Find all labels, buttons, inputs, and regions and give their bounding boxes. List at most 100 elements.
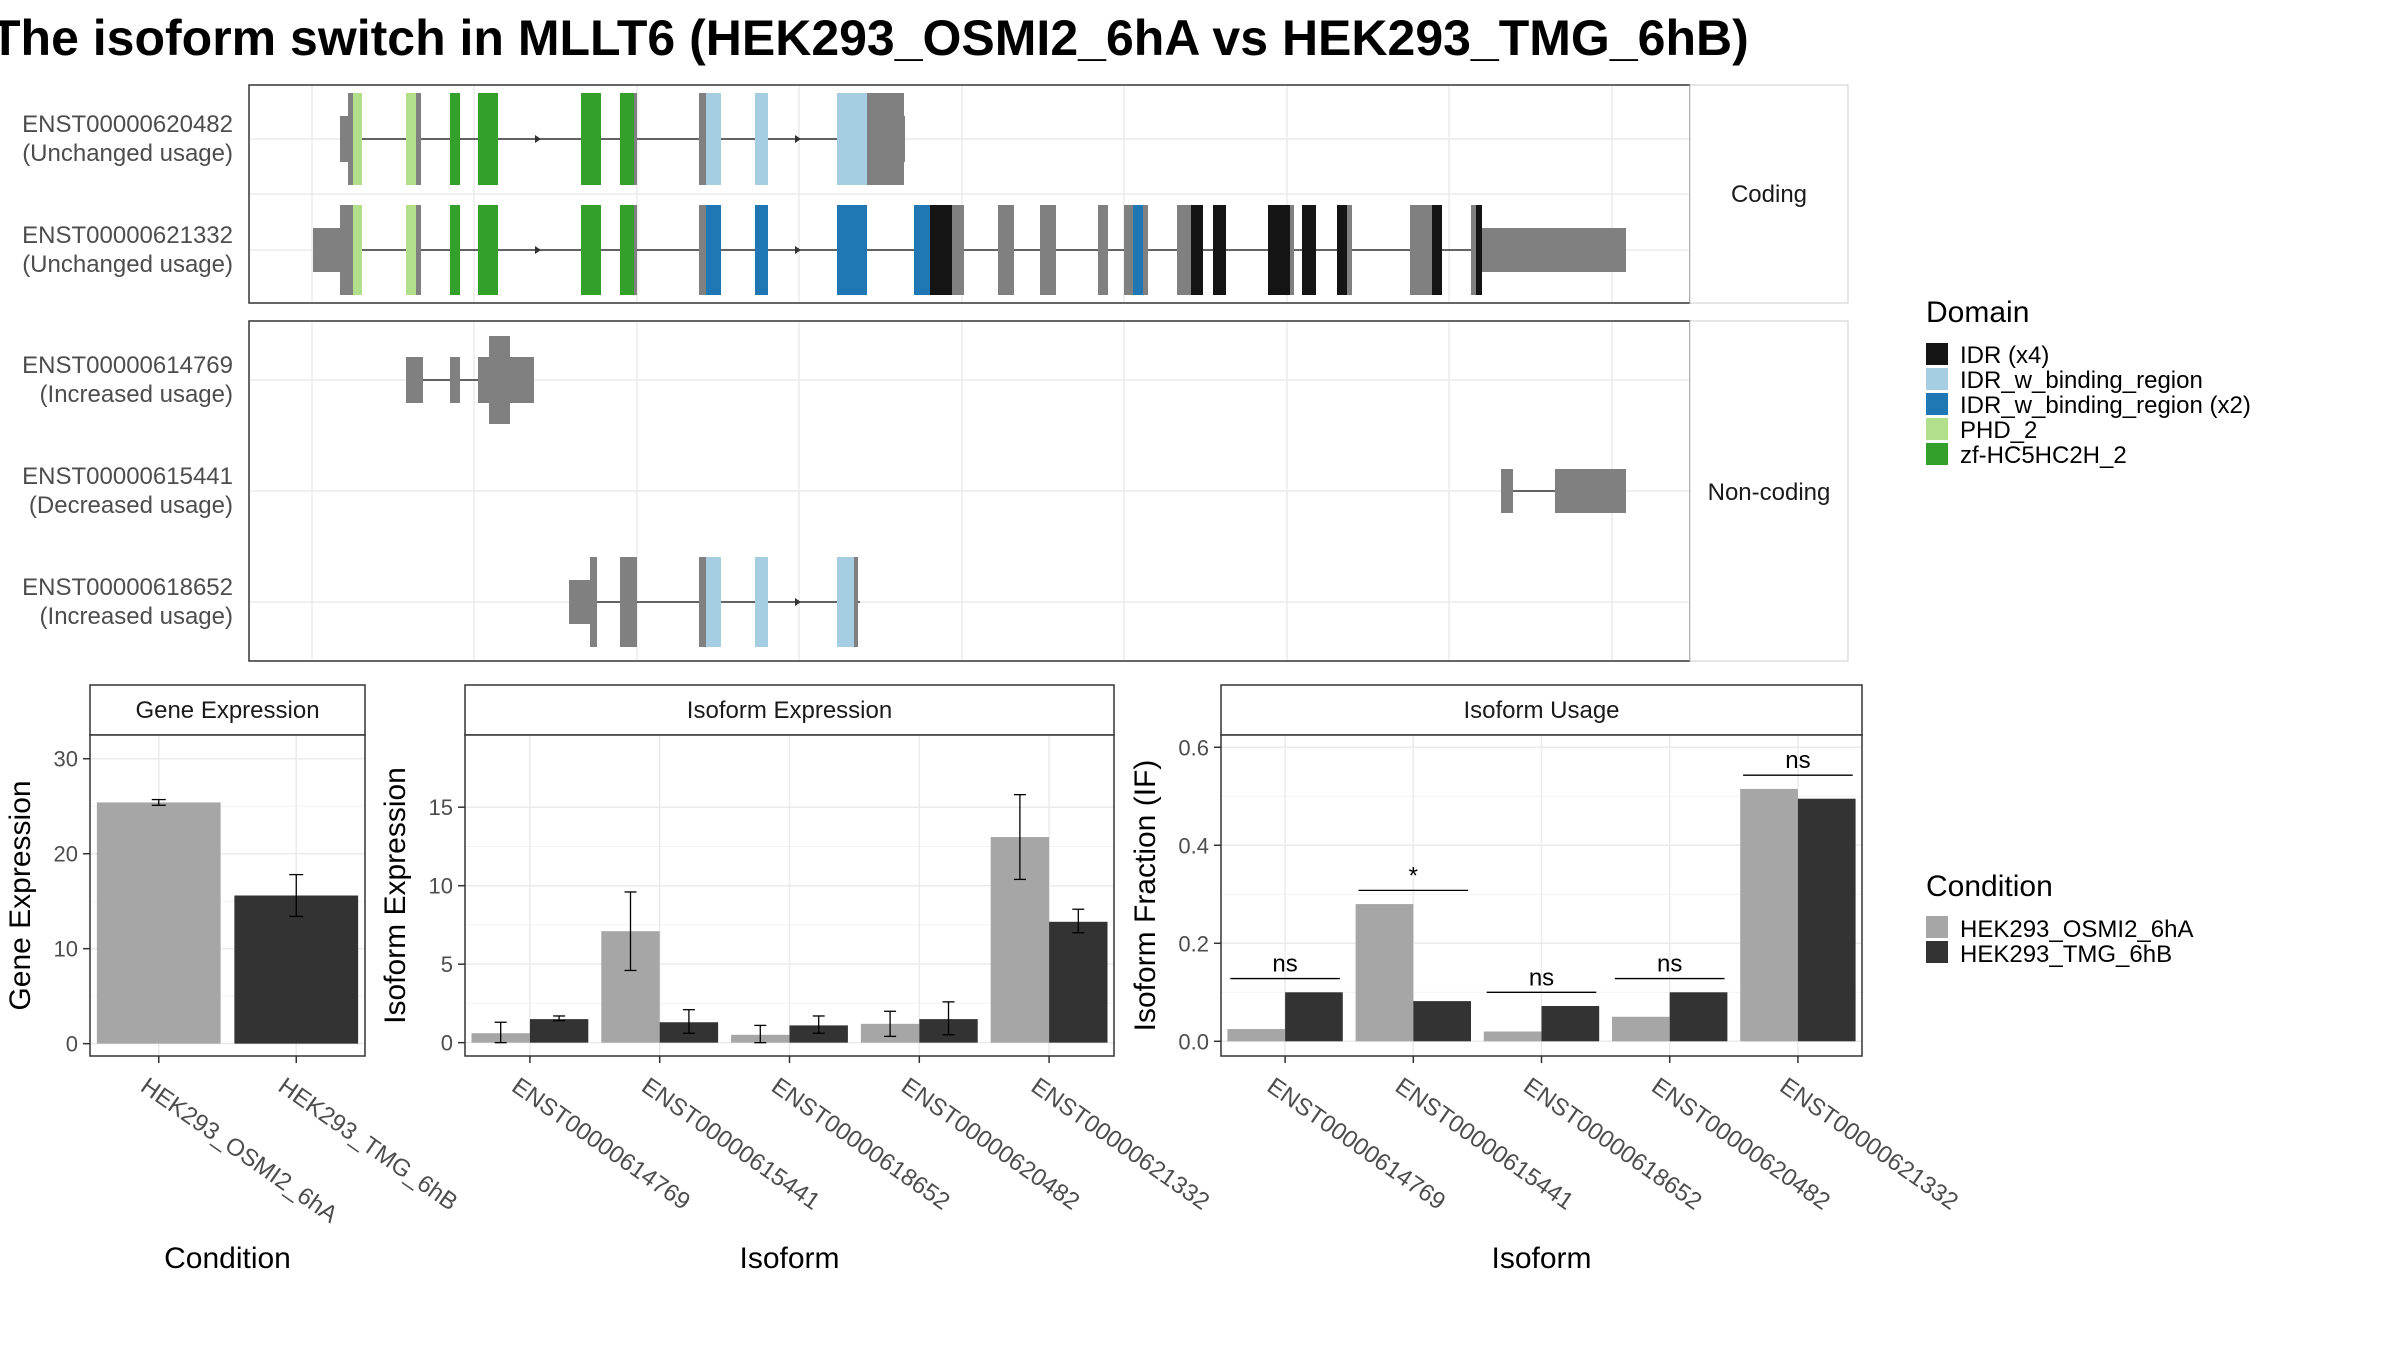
exon-domain-idr bbox=[930, 205, 952, 295]
bar bbox=[1227, 1029, 1286, 1042]
coding-strip-label: Coding bbox=[1731, 181, 1807, 208]
y-tick-label: 0.2 bbox=[1178, 931, 1209, 956]
exon-domain-idr-binding-x2 bbox=[914, 205, 930, 295]
exon-domain-idr-binding bbox=[706, 557, 721, 647]
bar bbox=[1049, 921, 1108, 1043]
bar bbox=[234, 895, 359, 1044]
exon bbox=[340, 205, 348, 295]
transcript-id-label: ENST00000620482 bbox=[22, 111, 233, 138]
exon bbox=[1124, 205, 1133, 295]
isoform-expression-chart: Isoform Expression051015ENST00000614769E… bbox=[379, 684, 1214, 1275]
y-tick-label: 0.4 bbox=[1178, 833, 1209, 858]
exon bbox=[699, 557, 706, 647]
isoform-usage-chart: Isoform Usage0.00.20.40.6ns*nsnsnsENST00… bbox=[1129, 684, 1963, 1275]
exon-utr bbox=[1482, 228, 1626, 272]
panel-strip bbox=[464, 684, 1115, 736]
transcript-track-ENST00000620482 bbox=[340, 93, 905, 185]
exon bbox=[854, 557, 858, 647]
transcript-usage-label: (Increased usage) bbox=[40, 381, 233, 408]
legend-label: HEK293_TMG_6hB bbox=[1960, 941, 2172, 968]
panel-strip-title: Isoform Expression bbox=[687, 697, 892, 724]
y-tick-label: 10 bbox=[54, 937, 78, 962]
exon-domain-idr bbox=[1213, 205, 1226, 295]
panel-strip-title: Isoform Usage bbox=[1463, 697, 1619, 724]
exon-domain-idr-binding bbox=[755, 557, 768, 647]
noncoding-strip-label: Non-coding bbox=[1708, 479, 1831, 506]
exon bbox=[1347, 205, 1352, 295]
exon bbox=[340, 116, 348, 162]
strand-arrow bbox=[795, 135, 801, 143]
bar bbox=[1797, 798, 1856, 1042]
exon-domain-idr bbox=[1302, 205, 1316, 295]
exon bbox=[1098, 205, 1108, 295]
y-tick-label: 20 bbox=[54, 842, 78, 867]
significance-label: * bbox=[1409, 862, 1418, 889]
exon-domain-idr bbox=[1432, 205, 1442, 295]
exon-domain-zf bbox=[581, 205, 601, 295]
legend-swatch bbox=[1926, 368, 1948, 390]
plot-frame bbox=[89, 734, 366, 1057]
figure-title: The isoform switch in MLLT6 (HEK293_OSMI… bbox=[0, 10, 1749, 66]
exon-domain-zf bbox=[478, 205, 498, 295]
y-axis-title: Isoform Expression bbox=[379, 767, 412, 1024]
coding-panel: Coding bbox=[248, 84, 1849, 304]
legend-label: PHD_2 bbox=[1960, 417, 2037, 444]
exon bbox=[699, 205, 706, 295]
exon-domain-idr-binding-x2 bbox=[1133, 205, 1143, 295]
exon bbox=[634, 93, 637, 185]
strand-arrow bbox=[795, 246, 801, 254]
legend-swatch bbox=[1926, 418, 1948, 440]
exon-utr bbox=[406, 357, 423, 403]
noncoding-panel: Non-coding bbox=[248, 320, 1849, 662]
transcript-usage-label: (Unchanged usage) bbox=[22, 140, 233, 167]
exon bbox=[699, 93, 706, 185]
exon bbox=[1040, 205, 1056, 295]
transcript-track-ENST00000621332 bbox=[313, 205, 1626, 295]
x-axis-title: Condition bbox=[164, 1242, 291, 1275]
y-tick-label: 0 bbox=[441, 1031, 453, 1056]
transcript-id-label: ENST00000621332 bbox=[22, 222, 233, 249]
panel-strip bbox=[1220, 684, 1863, 736]
bar bbox=[1285, 992, 1343, 1042]
legend-label: IDR_w_binding_region bbox=[1960, 367, 2203, 394]
exon-domain-zf bbox=[620, 205, 634, 295]
legend-swatch bbox=[1926, 941, 1948, 963]
y-tick-label: 0 bbox=[66, 1032, 78, 1057]
exon bbox=[634, 205, 637, 295]
exon-domain-phd bbox=[406, 205, 416, 295]
exon-domain-zf bbox=[581, 93, 601, 185]
y-axis-title: Isoform Fraction (IF) bbox=[1129, 760, 1162, 1032]
condition-legend: Condition HEK293_OSMI2_6hA HEK293_TMG_6h… bbox=[1926, 870, 2193, 968]
exon bbox=[590, 557, 597, 647]
exon-utr bbox=[489, 336, 510, 424]
exon-domain-idr bbox=[1337, 205, 1347, 295]
transcript-usage-label: (Decreased usage) bbox=[29, 492, 233, 519]
y-tick-label: 0.6 bbox=[1178, 735, 1209, 760]
bar bbox=[789, 1025, 848, 1043]
exon-domain-idr-binding bbox=[837, 557, 854, 647]
exon-domain-idr-binding bbox=[706, 93, 721, 185]
transcript-track-ENST00000618652 bbox=[569, 557, 860, 647]
transcript-track-ENST00000614769 bbox=[406, 336, 534, 424]
domain-legend-title: Domain bbox=[1926, 296, 2029, 329]
transcript-usage-label: (Increased usage) bbox=[40, 603, 233, 630]
bar bbox=[1355, 904, 1414, 1042]
legend-swatch bbox=[1926, 343, 1948, 365]
exon-utr bbox=[1501, 469, 1513, 513]
legend-label: IDR (x4) bbox=[1960, 342, 2049, 369]
exon-domain-idr bbox=[1191, 205, 1203, 295]
exon-domain-zf bbox=[620, 93, 634, 185]
significance-label: ns bbox=[1657, 951, 1682, 978]
exon-domain-zf bbox=[450, 205, 460, 295]
exon bbox=[1290, 205, 1294, 295]
exon-utr bbox=[870, 116, 905, 162]
transcript-id-label: ENST00000618652 bbox=[22, 574, 233, 601]
exon bbox=[416, 205, 421, 295]
exon-utr bbox=[1555, 469, 1626, 513]
legend-swatch bbox=[1926, 393, 1948, 415]
transcript-id-label: ENST00000615441 bbox=[22, 463, 233, 490]
transcript-usage-label: (Unchanged usage) bbox=[22, 251, 233, 278]
bar bbox=[1740, 788, 1798, 1042]
bar bbox=[529, 1019, 589, 1043]
